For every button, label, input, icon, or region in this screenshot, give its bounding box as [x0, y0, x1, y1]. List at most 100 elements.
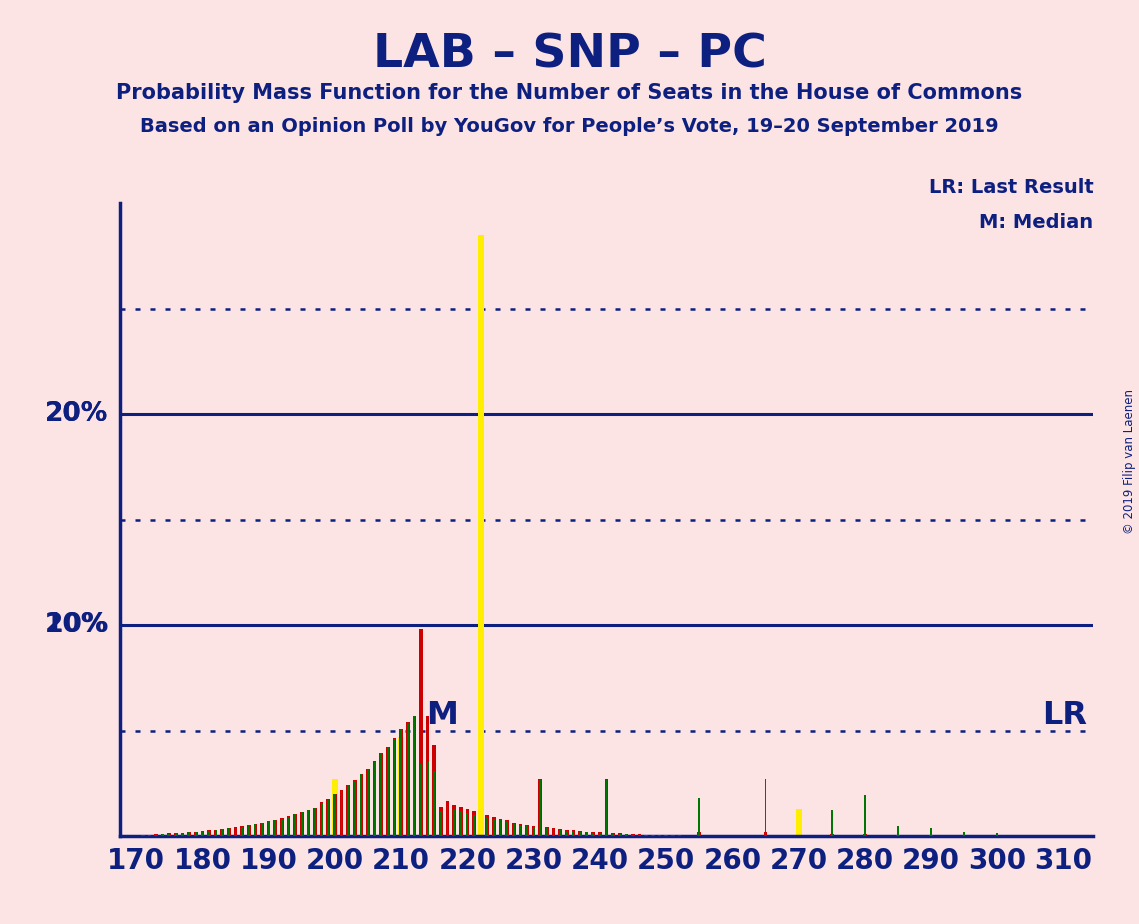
Bar: [618, 834, 621, 836]
Bar: [646, 835, 647, 836]
Text: Based on an Opinion Poll by YouGov for People’s Vote, 19–20 September 2019: Based on an Opinion Poll by YouGov for P…: [140, 117, 999, 137]
Bar: [320, 802, 323, 836]
Bar: [532, 826, 535, 836]
Bar: [551, 828, 556, 836]
Bar: [466, 808, 469, 836]
Bar: [187, 832, 191, 836]
Bar: [526, 826, 528, 836]
Bar: [896, 835, 900, 836]
Bar: [273, 820, 277, 836]
Bar: [393, 738, 396, 836]
Bar: [254, 824, 257, 836]
Bar: [254, 824, 256, 836]
Bar: [898, 826, 899, 836]
Bar: [518, 823, 522, 836]
Bar: [830, 834, 834, 836]
Bar: [440, 811, 442, 836]
Bar: [405, 723, 410, 836]
Bar: [632, 834, 634, 836]
Bar: [300, 812, 304, 836]
Bar: [598, 833, 601, 836]
Bar: [645, 834, 648, 836]
Bar: [261, 823, 263, 836]
Bar: [446, 806, 449, 836]
Bar: [652, 834, 655, 836]
Bar: [188, 833, 190, 836]
Bar: [625, 834, 628, 836]
Bar: [287, 816, 290, 836]
Bar: [331, 779, 338, 836]
Bar: [638, 834, 641, 836]
Bar: [558, 829, 562, 836]
Bar: [194, 832, 197, 836]
Bar: [559, 830, 562, 836]
Bar: [566, 831, 567, 836]
Bar: [400, 729, 402, 836]
Bar: [540, 780, 541, 836]
Bar: [380, 753, 383, 836]
Bar: [652, 835, 654, 836]
Bar: [400, 729, 403, 836]
Bar: [221, 829, 223, 836]
Bar: [796, 808, 802, 836]
Bar: [506, 821, 508, 836]
Bar: [202, 832, 204, 836]
Bar: [280, 819, 284, 836]
Bar: [313, 808, 317, 836]
Bar: [399, 737, 404, 836]
Bar: [664, 835, 667, 836]
Bar: [281, 819, 282, 836]
Bar: [493, 820, 494, 836]
Bar: [657, 835, 662, 836]
Bar: [631, 834, 634, 836]
Bar: [697, 832, 702, 836]
Bar: [585, 833, 588, 836]
Bar: [372, 761, 377, 836]
Bar: [233, 827, 237, 836]
Bar: [460, 811, 461, 836]
Bar: [931, 828, 932, 836]
Bar: [367, 769, 369, 836]
Bar: [367, 769, 370, 836]
Text: Probability Mass Function for the Number of Seats in the House of Commons: Probability Mass Function for the Number…: [116, 83, 1023, 103]
Bar: [274, 821, 276, 836]
Bar: [453, 808, 456, 836]
Bar: [452, 805, 456, 836]
Bar: [499, 820, 502, 836]
Bar: [327, 799, 330, 836]
Bar: [546, 828, 548, 836]
Text: M: M: [426, 699, 458, 731]
Bar: [546, 827, 549, 836]
Bar: [579, 831, 582, 836]
Bar: [141, 835, 145, 836]
Bar: [240, 826, 244, 836]
Bar: [268, 821, 270, 836]
Bar: [763, 832, 768, 836]
Text: LR: LR: [1042, 699, 1087, 731]
Bar: [339, 790, 343, 836]
Bar: [511, 822, 516, 836]
Bar: [175, 833, 177, 836]
Bar: [386, 747, 390, 836]
Bar: [221, 829, 224, 836]
Bar: [387, 747, 388, 836]
Bar: [519, 824, 522, 836]
Bar: [612, 833, 615, 836]
Bar: [346, 784, 350, 836]
Bar: [394, 738, 395, 836]
Bar: [162, 834, 164, 836]
Bar: [639, 834, 640, 836]
Bar: [605, 779, 608, 836]
Bar: [420, 764, 421, 836]
Bar: [539, 779, 542, 836]
Bar: [865, 795, 866, 836]
Text: 20%: 20%: [44, 401, 108, 427]
Bar: [235, 828, 237, 836]
Bar: [321, 803, 322, 836]
Bar: [572, 831, 575, 836]
Bar: [997, 833, 998, 836]
Bar: [247, 825, 251, 836]
Bar: [334, 795, 336, 836]
Bar: [154, 834, 158, 836]
Bar: [208, 831, 210, 836]
